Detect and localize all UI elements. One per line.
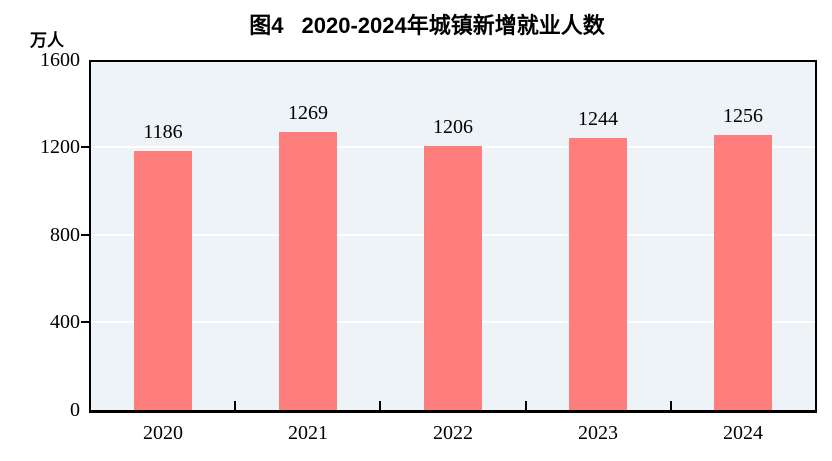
x-axis-line [89,410,817,413]
chart-title-prefix: 图4 [249,13,284,38]
x-axis-tick-4 [670,401,672,410]
bar-value-label-2020: 1186 [143,121,183,143]
chart-title: 图4 2020-2024年城镇新增就业人数 [0,8,832,40]
y-axis-unit-label: 万人 [30,31,64,50]
y-axis-tick-800 [81,234,90,236]
bar-2022 [424,146,482,410]
bar-value-label-2024: 1256 [723,105,763,127]
plot-top-border [89,60,817,62]
y-axis-tick-400 [81,321,90,323]
chart-title-text: 2020-2024年城镇新增就业人数 [301,13,605,38]
plot-right-border [815,60,817,413]
x-axis-label-2020: 2020 [143,422,183,444]
x-axis-label-2023: 2023 [578,422,618,444]
y-axis-line [89,60,91,413]
y-axis-tick-label-1200: 1200 [40,136,80,158]
x-axis-tick-1 [234,401,236,410]
y-axis-tick-label-400: 400 [50,311,80,333]
bar-value-label-2021: 1269 [288,102,328,124]
bar-2021 [279,132,337,410]
x-axis-tick-2 [379,401,381,410]
x-axis-label-2024: 2024 [723,422,763,444]
bar-value-label-2023: 1244 [578,108,618,130]
bar-value-label-2022: 1206 [433,116,473,138]
y-axis-tick-label-1600: 1600 [40,49,80,71]
x-axis-tick-3 [525,401,527,410]
y-axis-tick-label-0: 0 [70,399,80,421]
y-axis-tick-label-800: 800 [50,224,80,246]
bar-2024 [714,135,772,410]
bar-2023 [569,138,627,410]
bar-2020 [134,151,192,410]
x-axis-label-2022: 2022 [433,422,473,444]
x-axis-label-2021: 2021 [288,422,328,444]
y-axis-tick-1200 [81,146,90,148]
